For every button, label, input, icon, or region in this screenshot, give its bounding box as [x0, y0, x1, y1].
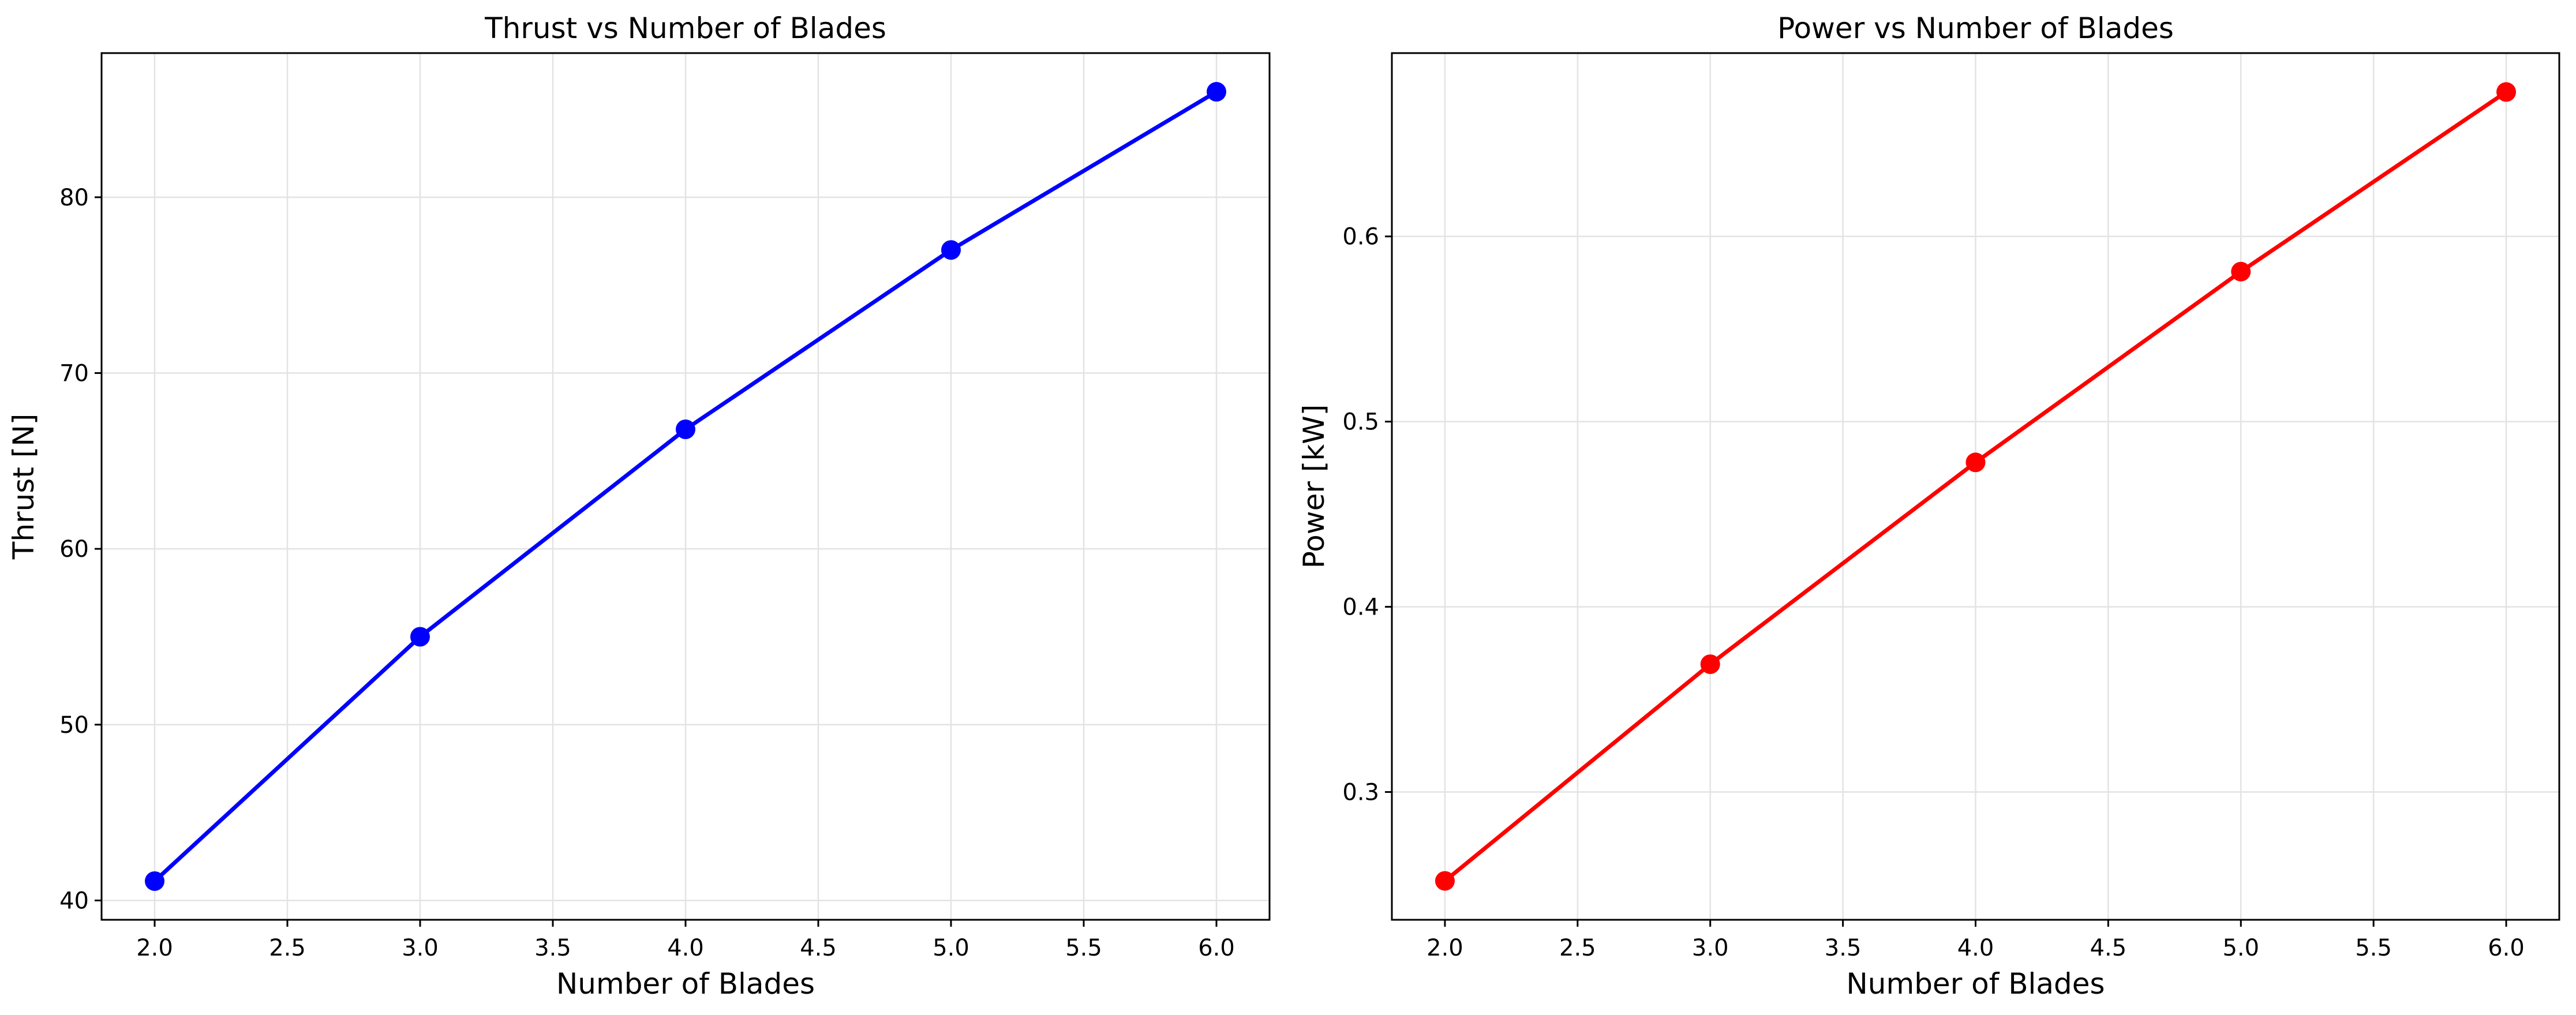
thrust-y-tick-label: 40	[59, 887, 89, 914]
power-x-tick-label: 6.0	[2488, 935, 2525, 961]
power-x-tick-label: 4.5	[2090, 935, 2127, 961]
thrust-grid	[102, 53, 1270, 920]
power-chart: 2.0 2.5 3.0 3.5 4.0 4.5 5.0 5.5 6.00.30.40.50.6 …	[1297, 12, 2560, 1001]
power-grid	[1392, 53, 2559, 920]
thrust-data-point	[1207, 82, 1226, 102]
power-data-point	[1965, 452, 1986, 473]
thrust-y-tick-label: 50	[59, 712, 89, 739]
thrust-x-tick-label: 5.5	[1065, 935, 1102, 961]
power-y-tick-label: 0.5	[1342, 409, 1379, 436]
thrust-x-tick-label: 6.0	[1198, 935, 1235, 961]
thrust-data-point	[941, 240, 961, 260]
thrust-data-point	[410, 627, 430, 647]
power-y-axis-label: Power [kW]	[1297, 404, 1331, 568]
thrust-x-tick-label: 3.0	[402, 935, 439, 961]
thrust-x-axis-label: Number of Blades	[556, 967, 815, 1001]
thrust-x-tick-label: 4.0	[667, 935, 704, 961]
power-series	[1435, 82, 2517, 891]
power-ticks: 2.0 2.5 3.0 3.5 4.0 4.5 5.0 5.5 6.0 0.3 0.4 0.5 0.6	[1342, 224, 2524, 961]
power-data-point	[1435, 871, 1455, 891]
power-x-tick-label: 5.0	[2222, 935, 2259, 961]
power-x-tick-label: 2.0	[1426, 935, 1463, 961]
thrust-chart: 2.0 2.5 3.0 3.5 4.0 4.5 5.0 5.5 6.0 40 50 60 70 80 Th…	[7, 12, 1271, 1001]
power-y-tick-label: 0.4	[1342, 594, 1379, 621]
thrust-y-tick-label: 60	[59, 536, 89, 563]
power-plot-frame	[1391, 52, 2560, 921]
thrust-data-point	[145, 871, 164, 891]
power-y-tick-label: 0.6	[1342, 224, 1379, 250]
thrust-x-tick-label: 2.0	[136, 935, 173, 961]
thrust-x-tick-label: 4.5	[800, 935, 837, 961]
power-x-tick-label: 4.0	[1957, 935, 1994, 961]
power-chart-title: Power vs Number of Blades	[1777, 12, 2174, 45]
power-data-point	[2231, 261, 2251, 282]
power-x-axis-label: Number of Blades	[1846, 967, 2105, 1001]
thrust-plot-frame	[100, 52, 1271, 921]
thrust-x-tick-label: 5.0	[933, 935, 969, 961]
power-data-point	[2496, 82, 2517, 102]
power-x-tick-label: 3.0	[1692, 935, 1729, 961]
thrust-x-tick-label: 2.5	[269, 935, 306, 961]
thrust-y-tick-label: 80	[59, 185, 89, 211]
thrust-chart-title: Thrust vs Number of Blades	[484, 12, 886, 45]
power-data-point	[1700, 654, 1720, 675]
thrust-series	[145, 82, 1226, 891]
thrust-y-axis-label: Thrust [N]	[7, 414, 40, 560]
power-x-tick-label: 2.5	[1559, 935, 1596, 961]
thrust-y-tick-label: 70	[59, 360, 89, 387]
thrust-x-tick-label: 3.5	[534, 935, 571, 961]
thrust-data-point	[676, 419, 695, 439]
power-x-tick-label: 5.5	[2355, 935, 2392, 961]
thrust-ticks: 2.0 2.5 3.0 3.5 4.0 4.5 5.0 5.5 6.0 40 50 60 70 80	[59, 185, 1235, 961]
power-x-tick-label: 3.5	[1825, 935, 1862, 961]
power-y-tick-label: 0.3	[1342, 780, 1379, 806]
